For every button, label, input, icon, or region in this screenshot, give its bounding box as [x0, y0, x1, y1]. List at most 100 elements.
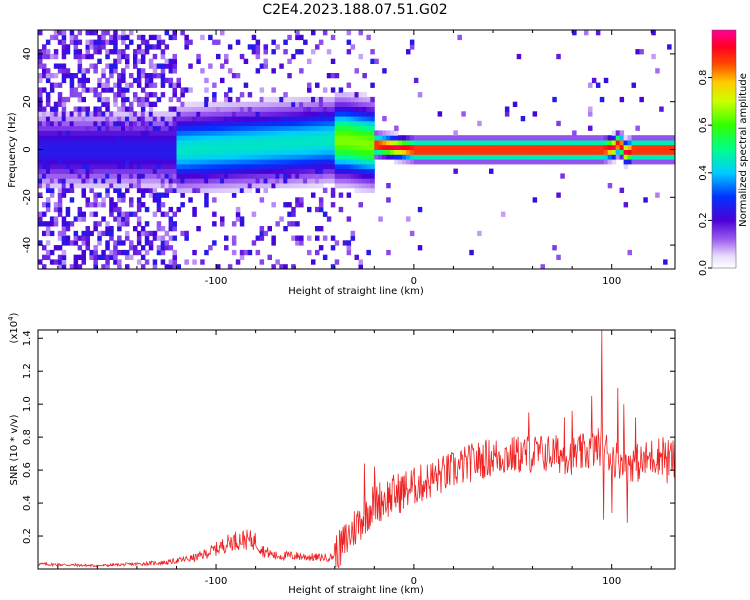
spectrogram-cell: [57, 235, 63, 241]
spectrogram-cell: [85, 163, 90, 170]
spectrogram-cell: [315, 111, 320, 117]
spectrogram-cell: [196, 168, 201, 174]
spectrogram-cell: [101, 149, 106, 155]
spectrogram-cell: [235, 73, 241, 79]
spectrogram-cell: [77, 68, 83, 74]
spectrogram-cell: [449, 149, 454, 155]
spectrogram-cell: [220, 216, 225, 222]
spectrogram-cell: [105, 82, 110, 88]
spectrogram-cell: [611, 154, 617, 160]
spectrogram-cells: [38, 30, 675, 269]
spectrogram-cell: [287, 139, 292, 146]
spectrogram-cell: [342, 139, 348, 146]
spectrogram-cell: [287, 183, 292, 189]
spectrogram-cell: [366, 130, 371, 136]
spectrogram-cell: [180, 168, 185, 174]
spectrogram-cell: [105, 63, 110, 69]
spectrogram-cell: [516, 135, 522, 141]
spectrogram-cell: [140, 178, 146, 184]
spectrogram-cell: [45, 230, 51, 237]
colorbar-tick-label: 0.4: [698, 165, 709, 181]
spectrogram-cell: [370, 101, 375, 107]
spectrogram-cell: [374, 154, 379, 160]
spectrogram-cell: [129, 125, 134, 131]
spectrogram-cell: [635, 125, 640, 131]
spectrogram-cell: [366, 159, 371, 165]
spectrogram-cell: [303, 173, 308, 179]
spectrogram-cell: [322, 178, 328, 184]
spectrogram-cell: [259, 139, 265, 146]
spectrogram-cell: [89, 149, 94, 155]
spectrogram-cell: [255, 130, 261, 136]
spectrogram-cell: [627, 149, 632, 155]
spectrogram-cell: [144, 183, 150, 189]
spectrogram-cell: [113, 39, 118, 45]
spectrogram-cell: [611, 139, 617, 146]
spectrogram-cell: [334, 168, 340, 174]
spectrogram-cell: [81, 106, 86, 112]
spectrogram-cell: [148, 149, 154, 155]
spectrogram-cell: [49, 34, 55, 41]
spectrogram-cell: [42, 230, 47, 237]
spectrogram-cell: [152, 259, 158, 265]
spectrogram-cell: [326, 216, 332, 222]
spectrogram-cell: [148, 106, 154, 112]
spectrogram-cell: [69, 30, 75, 36]
spectrogram-cell: [164, 240, 170, 246]
spectrogram-cell: [346, 173, 352, 179]
spectrogram-cell: [651, 159, 656, 165]
spectrogram-cell: [303, 149, 308, 155]
spectrogram-cell: [512, 139, 518, 146]
spectrogram-cell: [338, 106, 344, 112]
spectrogram-cell: [212, 173, 217, 179]
spectrogram-cell: [429, 139, 435, 146]
spectrogram-cell: [255, 168, 261, 174]
spectrogram-cell: [105, 77, 110, 84]
spectrogram-cell: [524, 154, 530, 160]
spectrogram-cell: [188, 144, 193, 150]
spectrogram-cell: [477, 154, 482, 160]
spectrogram-cell: [536, 139, 541, 146]
spectrogram-cell: [129, 106, 134, 112]
spectrogram-cell: [204, 111, 209, 117]
spectrogram-cell: [322, 235, 328, 241]
spectrogram-cell: [38, 163, 43, 170]
spectrogram-cell: [243, 159, 249, 165]
spectrogram-cell: [402, 154, 407, 160]
spectrogram-cell: [231, 149, 237, 155]
spectrogram-cell: [390, 144, 395, 150]
spectrogram-cell: [346, 163, 352, 170]
spectrogram-cell: [584, 159, 589, 165]
spectrogram-cell: [164, 264, 170, 269]
spectrogram-cell: [117, 77, 122, 84]
spectrogram-cell: [42, 173, 47, 179]
spectrogram-cell: [81, 53, 86, 60]
spectrogram-cell: [338, 139, 344, 146]
spectrogram-cell: [275, 168, 280, 174]
spectrogram-cell: [208, 178, 213, 184]
spectrogram-cell: [38, 49, 43, 55]
spectrogram-cell: [53, 130, 59, 136]
spectrogram-cell: [42, 163, 47, 170]
spectrogram-cell: [69, 130, 75, 136]
spectrogram-cell: [315, 154, 320, 160]
spectrogram-cell: [429, 144, 435, 150]
spectrogram-cell: [188, 163, 193, 170]
spectrogram-cell: [160, 163, 166, 170]
spectrogram-cell: [354, 187, 359, 193]
spectrogram-cell: [540, 264, 545, 269]
spectrogram-cell: [564, 144, 569, 150]
spectrogram-cell: [144, 96, 150, 103]
spectrogram-cell: [322, 96, 328, 103]
spectrogram-cell: [200, 101, 205, 107]
spectrogram-cell: [136, 139, 142, 146]
spectrogram-cell: [93, 44, 98, 50]
spectrogram-cell: [263, 163, 268, 170]
spectrogram-cell: [374, 144, 379, 150]
spectrogram-cell: [38, 154, 43, 160]
spectrogram-cell: [556, 192, 561, 198]
spectrogram-cell: [69, 187, 75, 193]
spectrogram-cell: [370, 58, 375, 64]
spectrogram-cell: [53, 49, 59, 55]
spectrogram-cell: [255, 39, 261, 45]
